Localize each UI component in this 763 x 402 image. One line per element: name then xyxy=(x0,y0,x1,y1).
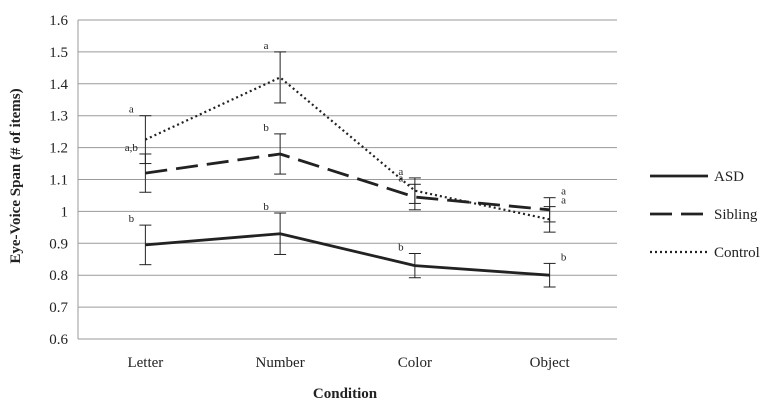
significance-label: a xyxy=(561,186,566,198)
significance-label: b xyxy=(263,201,269,213)
significance-label: a xyxy=(561,195,566,207)
y-tick-label: 0.6 xyxy=(49,332,68,348)
significance-label: a,b xyxy=(125,142,139,154)
y-tick-label: 1.5 xyxy=(49,45,68,61)
y-axis-ticks: 0.6 0.7 0.8 0.9 1 1.1 1.2 1.3 1.4 1.5 1.6 xyxy=(49,13,68,348)
y-tick-label: 0.8 xyxy=(49,268,68,284)
significance-label: b xyxy=(561,251,567,263)
legend-label: Control xyxy=(714,245,760,261)
error-bar xyxy=(408,177,421,204)
y-tick-label: 1.4 xyxy=(49,77,68,93)
legend-label: Sibling xyxy=(714,207,758,223)
error-bar xyxy=(274,51,287,104)
error-bar xyxy=(139,224,152,266)
significance-label: b xyxy=(129,213,135,225)
x-tick-label: Color xyxy=(398,355,432,371)
series-asd: b b b b xyxy=(129,201,567,288)
series-line xyxy=(145,232,550,277)
y-tick-label: 1.3 xyxy=(49,109,68,125)
x-tick-label: Object xyxy=(530,355,571,371)
error-bar xyxy=(274,133,287,175)
y-tick-label: 1 xyxy=(61,204,69,220)
significance-label: a xyxy=(398,166,403,178)
legend-item-asd: ASD xyxy=(650,169,744,185)
significance-label: a xyxy=(264,40,269,52)
x-axis-title: Condition xyxy=(313,386,378,402)
error-bar xyxy=(543,262,556,288)
legend-item-sibling: Sibling xyxy=(650,207,758,223)
error-bar xyxy=(543,206,556,233)
significance-label: b xyxy=(398,242,404,254)
significance-label: b xyxy=(263,122,269,134)
y-axis-title: Eye-Voice Span (# of items) xyxy=(8,88,24,263)
gridlines xyxy=(77,19,617,340)
significance-label: a xyxy=(129,104,134,116)
error-bar xyxy=(408,253,421,279)
x-axis-ticks: Letter Number Color Object xyxy=(127,355,570,371)
legend: ASD Sibling Control xyxy=(650,169,760,261)
y-tick-label: 1.1 xyxy=(49,173,68,189)
x-tick-label: Letter xyxy=(127,355,163,371)
series-line xyxy=(145,152,550,212)
series-line xyxy=(144,76,550,221)
y-tick-label: 0.7 xyxy=(49,300,68,316)
error-bar xyxy=(139,115,152,165)
legend-item-control: Control xyxy=(650,245,760,261)
x-tick-label: Number xyxy=(256,355,305,371)
y-tick-label: 1.6 xyxy=(49,13,68,29)
legend-label: ASD xyxy=(714,169,744,185)
y-tick-label: 1.2 xyxy=(49,141,68,157)
y-tick-label: 0.9 xyxy=(49,236,68,252)
error-bar xyxy=(274,212,287,255)
